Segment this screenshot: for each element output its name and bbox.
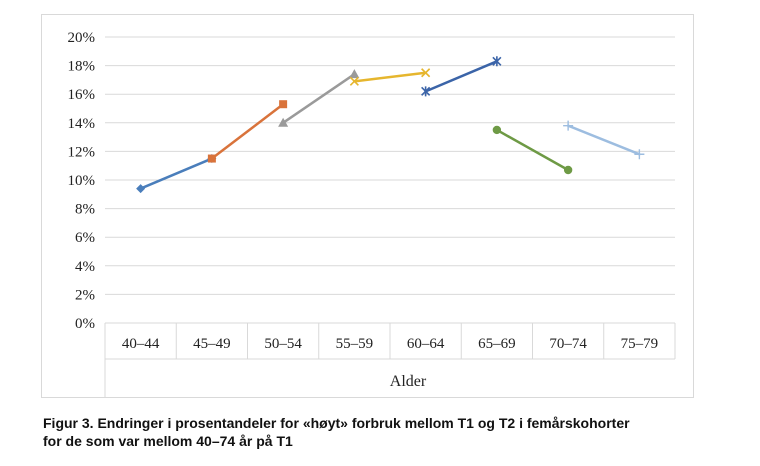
figure-caption: Figur 3. Endringer i prosentandeler for … xyxy=(43,414,753,450)
star-marker xyxy=(421,86,431,97)
square-marker xyxy=(207,154,216,163)
caption-line-1: Figur 3. Endringer i prosentandeler for … xyxy=(43,415,630,431)
square-marker xyxy=(279,100,288,109)
x-tick-label: 45–49 xyxy=(193,336,231,352)
circle-marker xyxy=(492,125,502,135)
x-tick-label: 50–54 xyxy=(264,336,302,352)
diamond-marker xyxy=(136,184,146,194)
x-tick-label: 60–64 xyxy=(407,336,445,352)
x-tick-label: 70–74 xyxy=(549,336,587,352)
series-line xyxy=(281,72,356,125)
line-chart: 0% 2% 4% 6% 8% 10% 12% 14% 16% 18% 20% 40–44 45–49 50… xyxy=(68,30,676,398)
plus-marker xyxy=(634,149,645,160)
star-marker xyxy=(492,56,502,67)
y-tick-label: 8% xyxy=(75,202,95,218)
triangle-marker xyxy=(349,69,360,79)
series-line xyxy=(139,157,214,190)
y-tick-label: 4% xyxy=(75,259,95,275)
y-tick-label: 0% xyxy=(75,316,95,332)
triangle-marker xyxy=(278,117,289,127)
y-tick-label: 12% xyxy=(68,144,96,160)
chart-area: 0% 2% 4% 6% 8% 10% 12% 14% 16% 18% 20% 40–44 45–49 50… xyxy=(41,14,694,398)
y-tick-label: 10% xyxy=(68,173,96,189)
x-axis-title: Alder xyxy=(390,373,427,390)
circle-marker xyxy=(563,165,573,175)
x-marker xyxy=(349,76,359,86)
series-line xyxy=(210,102,285,160)
y-tick-label: 16% xyxy=(68,87,96,103)
x-tick-label: 75–79 xyxy=(621,336,659,352)
x-tick-label: 55–59 xyxy=(336,336,374,352)
x-tick-label: 40–44 xyxy=(122,336,160,352)
y-tick-label: 20% xyxy=(68,30,96,46)
x-tick-label: 65–69 xyxy=(478,336,516,352)
series-line xyxy=(495,128,570,172)
plus-marker xyxy=(563,120,574,131)
y-tick-label: 14% xyxy=(68,116,96,132)
series-line xyxy=(566,124,641,156)
y-tick-label: 18% xyxy=(68,59,96,75)
y-tick-label: 6% xyxy=(75,230,95,246)
series-line xyxy=(424,60,499,93)
series-line xyxy=(353,71,427,83)
x-marker xyxy=(421,68,431,78)
y-tick-label: 2% xyxy=(75,287,95,303)
caption-line-2: for de som var mellom 40–74 år på T1 xyxy=(43,433,293,449)
